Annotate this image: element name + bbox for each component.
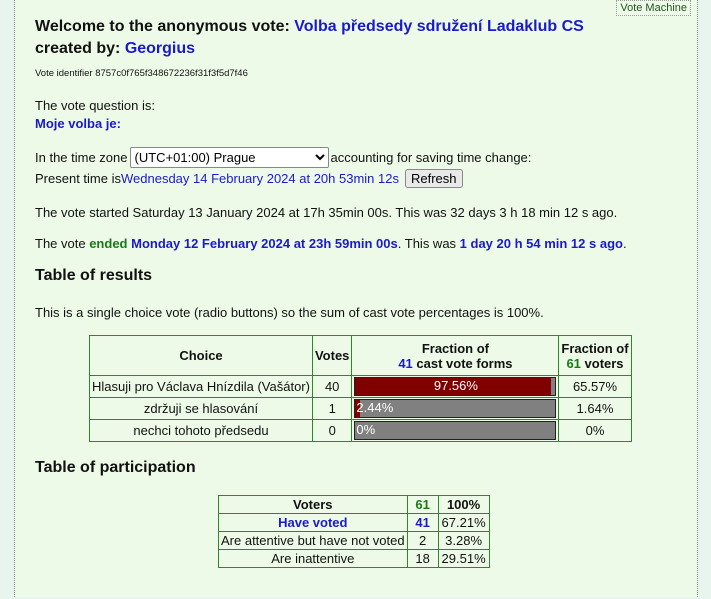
voters-percent: 65.57% bbox=[558, 375, 632, 398]
timezone-suffix: accounting for saving time change: bbox=[330, 150, 532, 165]
vote-machine-label: Vote Machine bbox=[616, 0, 691, 16]
fraction-of-label: Fraction of bbox=[561, 340, 629, 356]
results-title: Table of results bbox=[35, 267, 153, 284]
vote-question: Moje volba je: bbox=[35, 116, 121, 131]
vote-count: 0 bbox=[311, 419, 353, 442]
fraction-bar-text: 97.56% bbox=[433, 378, 478, 393]
participation-percent: 3.28% bbox=[437, 531, 490, 550]
ended-prefix: The vote bbox=[35, 236, 90, 251]
fraction-bar-cell: 97.56% bbox=[351, 375, 560, 398]
participation-row: Are attentive but have not voted 2 3.28% bbox=[218, 531, 490, 550]
voters-count: 61 bbox=[566, 355, 581, 371]
choice-label: nechci tohoto předsedu bbox=[89, 419, 313, 442]
voters-percent: 0% bbox=[558, 419, 632, 442]
participation-row: Have voted 41 67.21% bbox=[218, 513, 490, 532]
fraction-bar-fill bbox=[355, 400, 361, 417]
vote-started: The vote started Saturday 13 January 202… bbox=[35, 205, 618, 220]
created-by-label: created by: bbox=[35, 40, 125, 57]
ended-word: ended bbox=[89, 236, 128, 251]
page-title: Welcome to the anonymous vote: Volba pře… bbox=[35, 16, 584, 38]
result-row: zdržuji se hlasování 1 2.44% 1.64% bbox=[89, 397, 632, 420]
header-votes: Votes bbox=[311, 335, 353, 376]
ended-end: . bbox=[622, 236, 627, 251]
ended-ago: 1 day 20 h 54 min 12 s ago bbox=[459, 236, 623, 251]
participation-title: Table of participation bbox=[35, 459, 196, 476]
fraction-bar-text: 0% bbox=[356, 422, 376, 437]
participation-count: 18 bbox=[406, 549, 439, 568]
result-row: Hlasuji pro Václava Hnízdila (Vašátor) 4… bbox=[89, 375, 632, 398]
fraction-bar-fill bbox=[355, 378, 551, 395]
participation-label: Are attentive but have not voted bbox=[218, 531, 408, 550]
participation-label: Are inattentive bbox=[218, 549, 408, 568]
creator-name: Georgius bbox=[124, 40, 196, 57]
voters-percent: 1.64% bbox=[558, 397, 632, 420]
present-prefix: Present time is bbox=[35, 171, 121, 186]
timezone-prefix: In the time zone bbox=[35, 150, 128, 165]
participation-count: 41 bbox=[406, 513, 439, 532]
vote-title: Volba předsedy sdružení Ladaklub CS bbox=[294, 18, 584, 35]
header-percent: 100% bbox=[437, 495, 490, 514]
fraction-bar-cell: 0% bbox=[351, 419, 560, 442]
fraction-bar: 97.56% bbox=[354, 377, 557, 396]
result-row: nechci tohoto předsedu 0 0% 0% bbox=[89, 419, 632, 442]
choice-label: Hlasuji pro Václava Hnízdila (Vašátor) bbox=[89, 375, 313, 398]
voters-label: voters bbox=[580, 355, 624, 371]
present-time: Wednesday 14 February 2024 at 20h 53min … bbox=[120, 171, 399, 186]
refresh-button[interactable]: Refresh bbox=[404, 169, 463, 188]
question-label: The vote question is: bbox=[35, 98, 155, 113]
welcome-text: Welcome to the anonymous vote: bbox=[35, 18, 295, 35]
header-fraction-voters: Fraction of 61 voters bbox=[558, 335, 632, 376]
participation-row: Are inattentive 18 29.51% bbox=[218, 549, 490, 568]
vote-count: 40 bbox=[311, 375, 353, 398]
vote-count: 1 bbox=[311, 397, 353, 420]
header-voters: Voters bbox=[218, 495, 408, 514]
cast-count: 41 bbox=[398, 355, 413, 371]
participation-label: Have voted bbox=[218, 513, 408, 532]
cast-label: cast vote forms bbox=[412, 355, 513, 371]
ended-mid: . This was bbox=[397, 236, 460, 251]
header-fraction-cast: Fraction of 41 cast vote forms bbox=[351, 335, 560, 376]
choice-label: zdržuji se hlasování bbox=[89, 397, 313, 420]
participation-table: Voters 61 100% Have voted 41 67.21% Are att… bbox=[218, 495, 490, 568]
fraction-bar: 2.44% bbox=[354, 399, 557, 418]
timezone-select[interactable]: (UTC+01:00) Prague bbox=[129, 147, 329, 168]
fraction-bar: 0% bbox=[354, 421, 557, 440]
fraction-bar-text: 2.44% bbox=[356, 400, 394, 415]
header-voters-count: 61 bbox=[406, 495, 439, 514]
vote-panel: Vote Machine Welcome to the anonymous vo… bbox=[14, 0, 698, 597]
results-table: Choice Votes Fraction of 41 cast vote for… bbox=[89, 335, 632, 442]
fraction-of-label: Fraction of bbox=[421, 340, 489, 356]
fraction-bar-cell: 2.44% bbox=[351, 397, 560, 420]
ended-time: Monday 12 February 2024 at 23h 59min 00s bbox=[131, 236, 398, 251]
results-note: This is a single choice vote (radio butt… bbox=[35, 305, 544, 320]
participation-percent: 67.21% bbox=[437, 513, 490, 532]
creator-line: created by: Georgius bbox=[35, 38, 584, 60]
participation-percent: 29.51% bbox=[437, 549, 490, 568]
vote-ended: The vote ended Monday 12 February 2024 a… bbox=[35, 236, 627, 251]
vote-identifier: Vote identifier 8757c0f765f348672236f31f… bbox=[35, 68, 248, 79]
participation-count: 2 bbox=[406, 531, 439, 550]
header-choice: Choice bbox=[89, 335, 313, 376]
